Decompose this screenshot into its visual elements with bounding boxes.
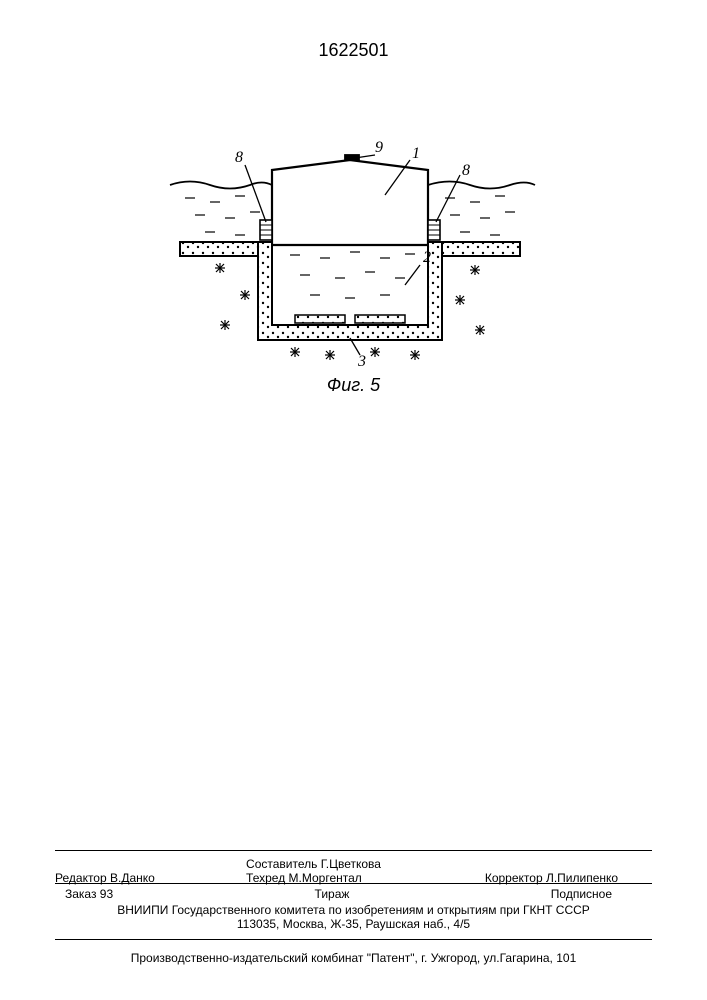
institute-address: 113035, Москва, Ж-35, Раушская наб., 4/5 (55, 917, 652, 931)
callout-3: 3 (357, 353, 366, 370)
compiler-name: Г.Цветкова (321, 857, 381, 871)
patent-number: 1622501 (0, 40, 707, 61)
callout-2: 2 (423, 249, 431, 266)
callout-8-right: 8 (462, 162, 470, 179)
callout-8-left: 8 (235, 149, 243, 166)
order-number: Заказ 93 (65, 887, 113, 901)
tirazh-label: Тираж (315, 887, 350, 901)
subscription-label: Подписное (551, 887, 612, 901)
compiler-label: Составитель (246, 857, 317, 871)
order-block: Заказ 93 Тираж Подписное ВНИИПИ Государс… (55, 883, 652, 940)
callout-1: 1 (412, 145, 420, 162)
institute-line: ВНИИПИ Государственного комитета по изоб… (55, 903, 652, 917)
figure-5: 9 1 8 8 2 3 (150, 130, 550, 370)
credits-block: Составитель Г.Цветкова Редактор В.Данко … (55, 850, 652, 885)
patent-page: 1622501 (0, 0, 707, 1000)
callout-9: 9 (375, 139, 383, 156)
printer-line: Производственно-издательский комбинат "П… (55, 951, 652, 965)
figure-caption: Фиг. 5 (0, 375, 707, 396)
